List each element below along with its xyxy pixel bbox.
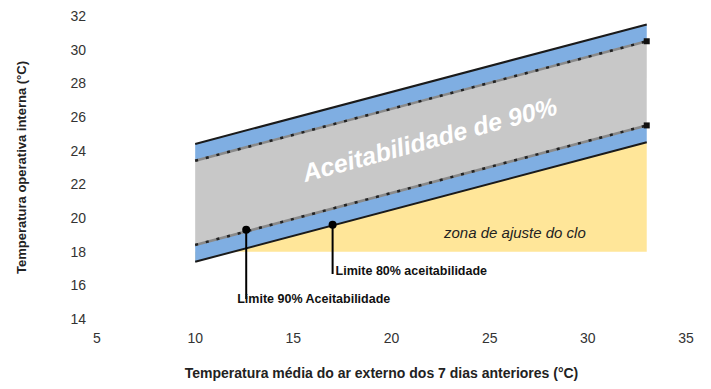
annotation-point xyxy=(242,226,250,234)
annotation-pointer xyxy=(245,230,247,299)
line-80 xyxy=(195,24,647,144)
y-tick-label: 22 xyxy=(70,176,86,192)
y-tick-label: 32 xyxy=(70,8,86,24)
annotation-text: Limite 80% aceitabilidade xyxy=(336,264,487,278)
x-tick-label: 5 xyxy=(93,330,101,346)
annotation-point xyxy=(329,221,337,229)
end-marker xyxy=(644,122,650,128)
x-axis-label: Temperatura média do ar externo dos 7 di… xyxy=(185,365,579,381)
x-tick-label: 25 xyxy=(482,330,498,346)
y-tick-label: 20 xyxy=(70,210,86,226)
y-axis-label: Temperatura operativa interna (°C) xyxy=(14,61,29,274)
end-marker xyxy=(644,38,650,44)
annotation-pointer xyxy=(332,225,334,274)
band-90 xyxy=(195,41,647,245)
annotation-text: Limite 90% Aceitabilidade xyxy=(237,292,390,306)
y-tick-label: 28 xyxy=(70,75,86,91)
x-tick-label: 10 xyxy=(187,330,203,346)
x-tick-label: 20 xyxy=(384,330,400,346)
band-text: Aceitabilidade de 90% xyxy=(298,92,560,187)
x-tick-label: 30 xyxy=(580,330,596,346)
y-tick-label: 14 xyxy=(70,311,86,327)
chart: 5 10 15 20 25 30 35 14 16 18 20 22 24 26 28 30 32 Tempera… xyxy=(0,0,711,389)
x-tick-label: 15 xyxy=(286,330,302,346)
y-tick-label: 24 xyxy=(70,143,86,159)
plot-area xyxy=(195,24,647,261)
clo-zone-text: zona de ajuste do clo xyxy=(443,224,586,241)
y-tick-label: 30 xyxy=(70,42,86,58)
y-tick-label: 16 xyxy=(70,277,86,293)
y-tick-label: 26 xyxy=(70,109,86,125)
y-tick-label: 18 xyxy=(70,244,86,260)
line-80 xyxy=(195,142,647,262)
x-tick-label: 35 xyxy=(678,330,694,346)
